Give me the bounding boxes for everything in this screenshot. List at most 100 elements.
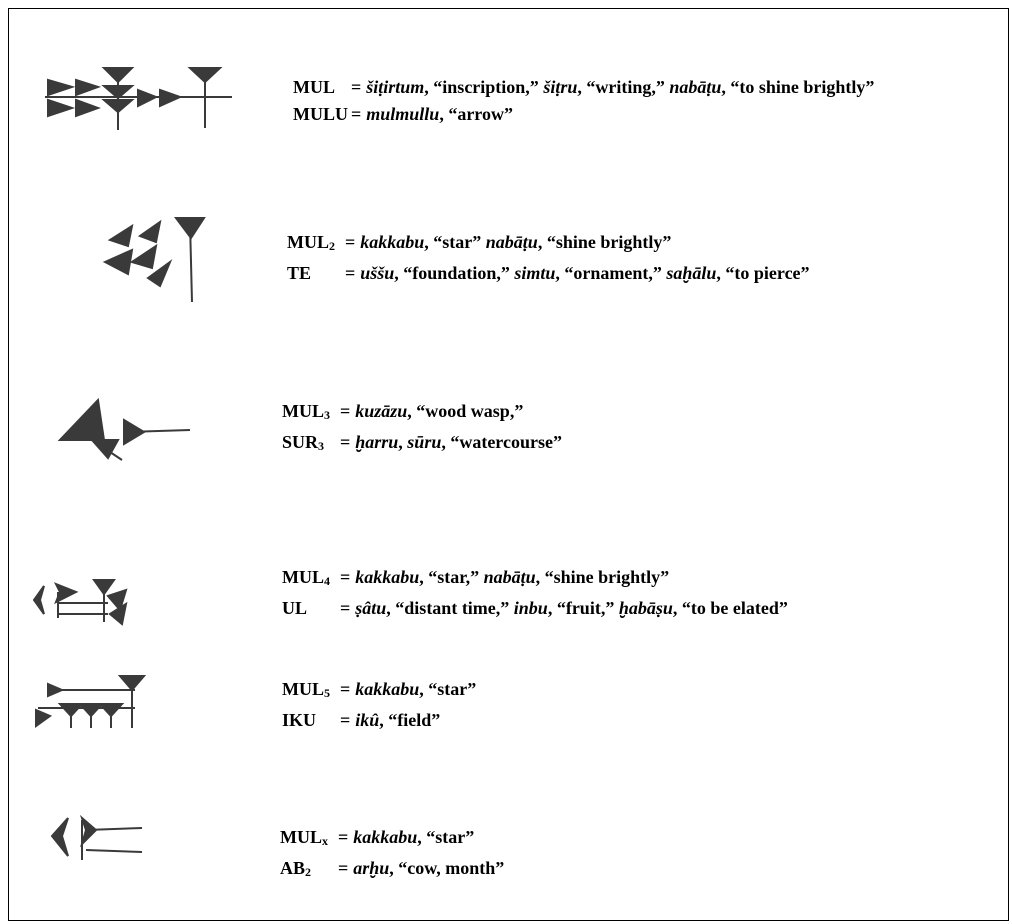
sign-name-group: UL	[282, 595, 340, 622]
equals: =	[340, 598, 351, 618]
entry-line: MUL4 = kakkabu, “star,” nabāṭu, “shine bri…	[282, 564, 788, 595]
equals: =	[345, 232, 356, 252]
akkadian-word: simtu	[514, 263, 556, 283]
sign-name-group: IKU	[282, 707, 340, 734]
gloss-text: , “wood wasp,”	[407, 401, 524, 421]
gloss-text: , “distant time,”	[386, 598, 514, 618]
akkadian-word: šiṭirtum	[366, 77, 425, 97]
akkadian-word: saḫālu	[666, 263, 717, 283]
entry-line: UL = ṣâtu, “distant time,” inbu, “fruit,” …	[282, 595, 788, 622]
sign-name-group: TE	[287, 260, 345, 287]
sign-name-group: MUL3	[282, 398, 340, 429]
akkadian-word: kakkabu	[353, 827, 418, 847]
sign-name: AB	[280, 858, 306, 878]
sign-name: UL	[282, 598, 308, 618]
entry: MUL3 = kuzāzu, “wood wasp,” SUR3 = ḫarru, sūr…	[282, 398, 562, 460]
gloss-text: , “cow, month”	[389, 858, 505, 878]
entry: MULx = kakkabu, “star” AB2 = arḫu, “cow, mont…	[280, 824, 504, 886]
akkadian-word: kakkabu	[355, 567, 420, 587]
akkadian-word: arḫu	[353, 858, 390, 878]
gloss-text: , “shine brightly”	[535, 567, 670, 587]
sign-name: MUL	[287, 232, 329, 252]
akkadian-word: kakkabu	[360, 232, 425, 252]
sign-name: MULU	[293, 104, 348, 124]
akkadian-word: kuzāzu	[355, 401, 408, 421]
akkadian-word: šiṭru	[543, 77, 578, 97]
sign-name: MUL	[280, 827, 322, 847]
sign-name-group: MULx	[280, 824, 338, 855]
equals: =	[345, 263, 356, 283]
sign-mul2	[102, 217, 206, 303]
entry-line: SUR3 = ḫarru, sūru, “watercourse”	[282, 429, 562, 460]
entry: MUL2 = kakkabu, “star” nabāṭu, “shine brig…	[287, 229, 810, 287]
sign-name-group: MULU	[293, 101, 351, 128]
sign-index: 5	[324, 686, 330, 700]
sign-name-group: MUL4	[282, 564, 340, 595]
sign-mulx	[50, 814, 143, 860]
sign-mul5	[35, 675, 147, 728]
entry: MUL4 = kakkabu, “star,” nabāṭu, “shine bri…	[282, 564, 788, 622]
sign-name-group: SUR3	[282, 429, 340, 460]
sign-mul3	[57, 397, 191, 461]
gloss-text: , “field”	[379, 710, 441, 730]
equals: =	[338, 827, 349, 847]
entry-line: MUL = šiṭirtum, “inscription,” šiṭru, “wri…	[293, 74, 874, 101]
entry-line: MUL5 = kakkabu, “star”	[282, 676, 476, 707]
sign-mul	[45, 67, 232, 130]
gloss-text: , “inscription,”	[424, 77, 544, 97]
gloss-text: ,	[398, 432, 408, 452]
akkadian-word: nabāṭu	[483, 567, 536, 587]
akkadian-word: inbu	[513, 598, 548, 618]
sign-name-group: MUL2	[287, 229, 345, 260]
entry-line: MULx = kakkabu, “star”	[280, 824, 504, 855]
akkadian-word: ḫabāṣu	[618, 598, 673, 618]
entry-line: IKU = ikû, “field”	[282, 707, 476, 734]
akkadian-word: kakkabu	[355, 679, 420, 699]
sign-index: 3	[324, 408, 330, 422]
sign-mul4	[32, 579, 128, 626]
sign-index: x	[322, 834, 328, 848]
akkadian-word: ikû	[355, 710, 380, 730]
sign-name: MUL	[282, 401, 324, 421]
gloss-text: , “to pierce”	[716, 263, 810, 283]
gloss-text: , “to shine brightly”	[721, 77, 875, 97]
equals: =	[340, 679, 351, 699]
entry-line: TE = uššu, “foundation,” simtu, “ornament,…	[287, 260, 810, 287]
sign-index: 2	[305, 865, 312, 879]
gloss-text: , “arrow”	[439, 104, 513, 124]
akkadian-word: ṣâtu	[355, 598, 387, 618]
entry: MUL = šiṭirtum, “inscription,” šiṭru, “wri…	[293, 74, 874, 128]
equals: =	[340, 710, 351, 730]
sign-name-group: AB2	[280, 855, 338, 886]
gloss-text: , “watercourse”	[441, 432, 562, 452]
gloss-text: , “shine brightly”	[537, 232, 672, 252]
sign-index: 2	[329, 239, 335, 253]
sign-name: SUR	[282, 432, 319, 452]
akkadian-word: nabāṭu	[485, 232, 538, 252]
entry-line: MUL2 = kakkabu, “star” nabāṭu, “shine brig…	[287, 229, 810, 260]
gloss-text: , “star”	[417, 827, 475, 847]
sign-name-group: MUL	[293, 74, 351, 101]
akkadian-word: uššu	[360, 263, 395, 283]
sign-name: IKU	[282, 710, 317, 730]
frame	[8, 8, 1009, 921]
gloss-text: , “foundation,”	[394, 263, 515, 283]
sign-name: MUL	[282, 679, 324, 699]
gloss-text: , “star”	[419, 679, 477, 699]
gloss-text: , “ornament,”	[555, 263, 667, 283]
sign-name-group: MUL5	[282, 676, 340, 707]
entry-line: MULU = mulmullu, “arrow”	[293, 101, 874, 128]
equals: =	[338, 858, 349, 878]
sign-name: MUL	[293, 77, 335, 97]
entry-line: AB2 = arḫu, “cow, month”	[280, 855, 504, 886]
sign-name: TE	[287, 263, 312, 283]
entry-line: MUL3 = kuzāzu, “wood wasp,”	[282, 398, 562, 429]
sign-name: MUL	[282, 567, 324, 587]
gloss-text: , “to be elated”	[672, 598, 788, 618]
akkadian-word: mulmullu	[366, 104, 440, 124]
gloss-text: , “star,”	[419, 567, 484, 587]
equals: =	[340, 401, 351, 421]
equals: =	[340, 432, 351, 452]
